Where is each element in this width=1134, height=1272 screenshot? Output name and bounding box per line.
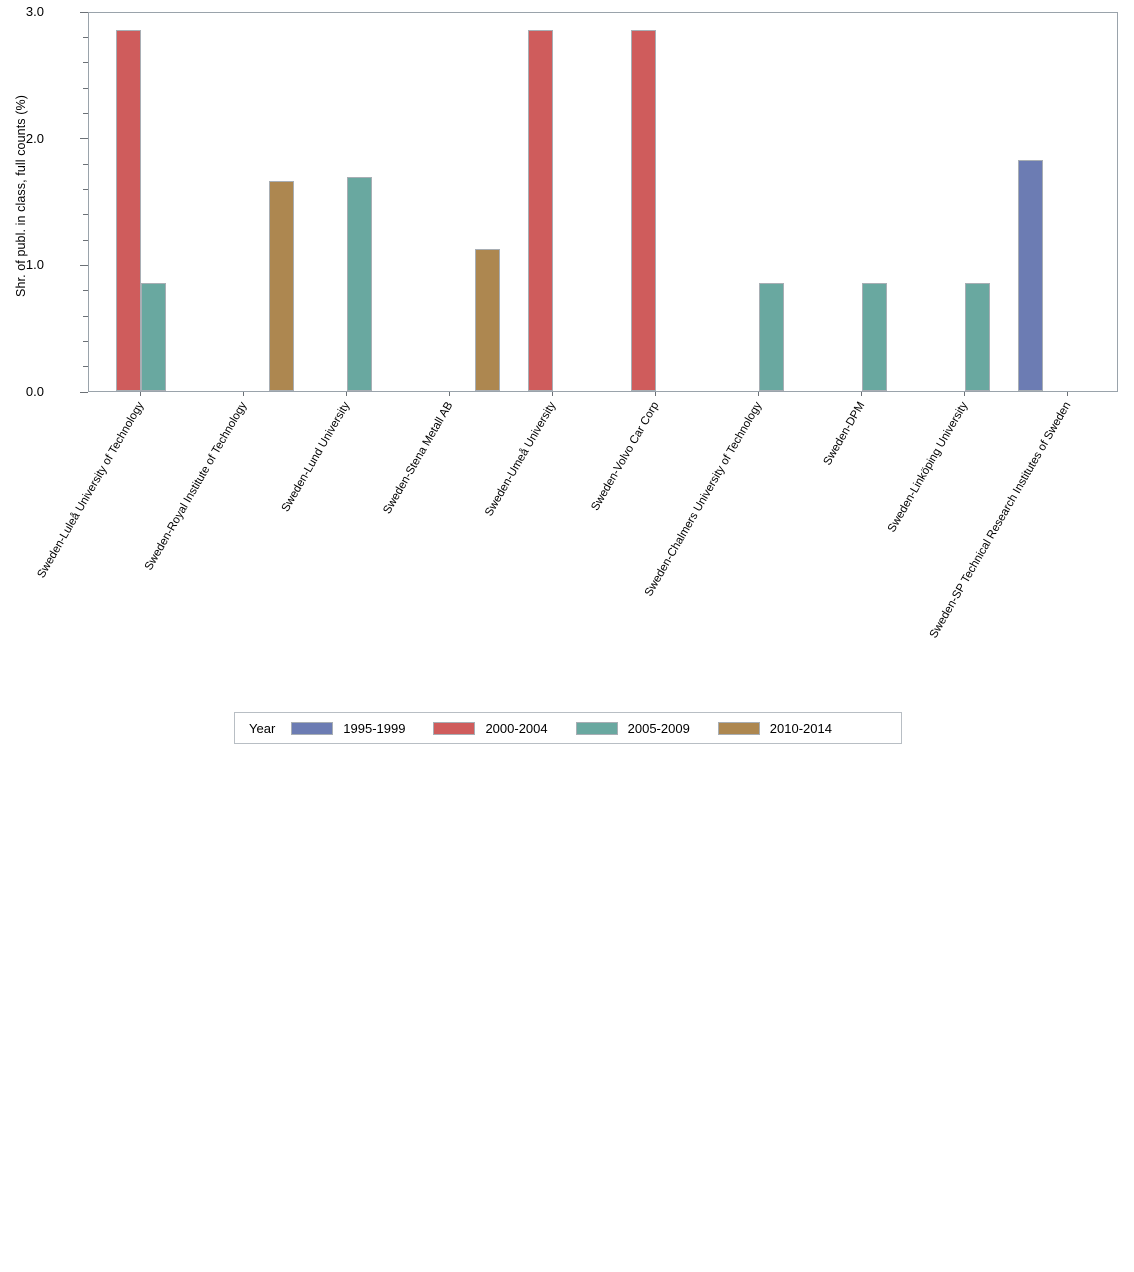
bar xyxy=(474,249,500,391)
bar xyxy=(268,180,294,391)
y-axis-minor-tick xyxy=(83,62,88,64)
bar xyxy=(527,30,553,391)
x-axis-tick xyxy=(551,392,553,396)
y-axis-minor-tick xyxy=(83,36,88,38)
x-axis-tick xyxy=(1066,392,1068,396)
bar xyxy=(346,176,372,391)
y-axis-title: Shr. of publ. in class, full counts (%) xyxy=(14,95,28,297)
legend-color-swatch xyxy=(433,721,476,735)
y-axis-minor-tick xyxy=(83,188,88,190)
y-axis-minor-tick xyxy=(83,366,88,368)
legend-label: 2000-2004 xyxy=(485,720,548,736)
y-axis-major-tick xyxy=(80,138,88,140)
legend: Year 1995-1999 2000-2004 2005-2009 2010-201… xyxy=(234,712,902,744)
bar xyxy=(115,30,141,391)
y-axis-minor-tick xyxy=(83,290,88,292)
x-axis-tick xyxy=(448,392,450,396)
y-axis-tick-label: 3.0 xyxy=(25,4,44,19)
legend-entry[interactable]: 2010-2014 xyxy=(717,720,860,736)
bar xyxy=(758,283,784,391)
bar xyxy=(964,283,990,391)
x-axis-tick-label: Sweden-Chalmers University of Technology xyxy=(642,400,764,599)
x-axis-tick-label: Sweden-Umeå University xyxy=(482,400,558,519)
bar xyxy=(630,30,656,391)
y-axis-minor-tick xyxy=(83,340,88,342)
legend-label: 2005-2009 xyxy=(627,720,690,736)
y-axis-tick-label: 2.0 xyxy=(25,130,44,146)
y-axis-major-tick xyxy=(80,264,88,266)
legend-label: 1995-1999 xyxy=(343,720,406,736)
legend-color-swatch xyxy=(575,721,618,735)
bars-layer xyxy=(89,13,1117,391)
x-axis-tick xyxy=(139,392,141,396)
bar xyxy=(140,283,166,391)
x-axis-tick xyxy=(860,392,862,396)
x-axis-tick xyxy=(242,392,244,396)
plot-area xyxy=(88,12,1118,392)
y-axis-major-tick xyxy=(80,11,88,13)
y-axis-minor-tick xyxy=(83,163,88,165)
legend-entry[interactable]: 1995-1999 xyxy=(291,721,433,736)
bar-chart-figure: Shr. of publ. in class, full counts (%) … xyxy=(14,4,1118,744)
bar xyxy=(1017,160,1043,391)
x-axis-tick-label: Sweden-DPM xyxy=(821,400,867,468)
x-axis-tick xyxy=(963,392,965,396)
x-axis-tick-label: Sweden-Linköping University xyxy=(885,400,970,535)
legend-entries: 1995-1999 2000-2004 2005-2009 2010-2014 xyxy=(291,721,860,736)
y-axis-minor-tick xyxy=(83,214,88,216)
y-axis-major-tick xyxy=(80,391,88,393)
x-axis-tick xyxy=(654,392,656,396)
legend-label: 2010-2014 xyxy=(769,720,832,736)
y-axis-minor-tick xyxy=(83,315,88,317)
x-axis-tick-label: Sweden-Volvo Car Corp xyxy=(588,400,661,513)
legend-color-swatch xyxy=(291,721,334,735)
y-axis-tick-label: 0.0 xyxy=(25,384,44,399)
y-axis-minor-tick xyxy=(83,112,88,114)
bar xyxy=(861,283,887,391)
y-axis-minor-tick xyxy=(83,87,88,89)
legend-title: Year xyxy=(249,720,276,736)
legend-color-swatch xyxy=(717,721,760,735)
legend-entry[interactable]: 2000-2004 xyxy=(433,721,575,736)
y-axis-tick-label: 1.0 xyxy=(25,257,44,273)
x-axis-tick xyxy=(757,392,759,396)
x-axis-tick-label: Sweden-SP Technical Research Institutes … xyxy=(927,400,1073,641)
y-axis-minor-tick xyxy=(83,239,88,241)
x-axis-tick xyxy=(345,392,347,396)
legend-entry[interactable]: 2005-2009 xyxy=(575,720,718,736)
